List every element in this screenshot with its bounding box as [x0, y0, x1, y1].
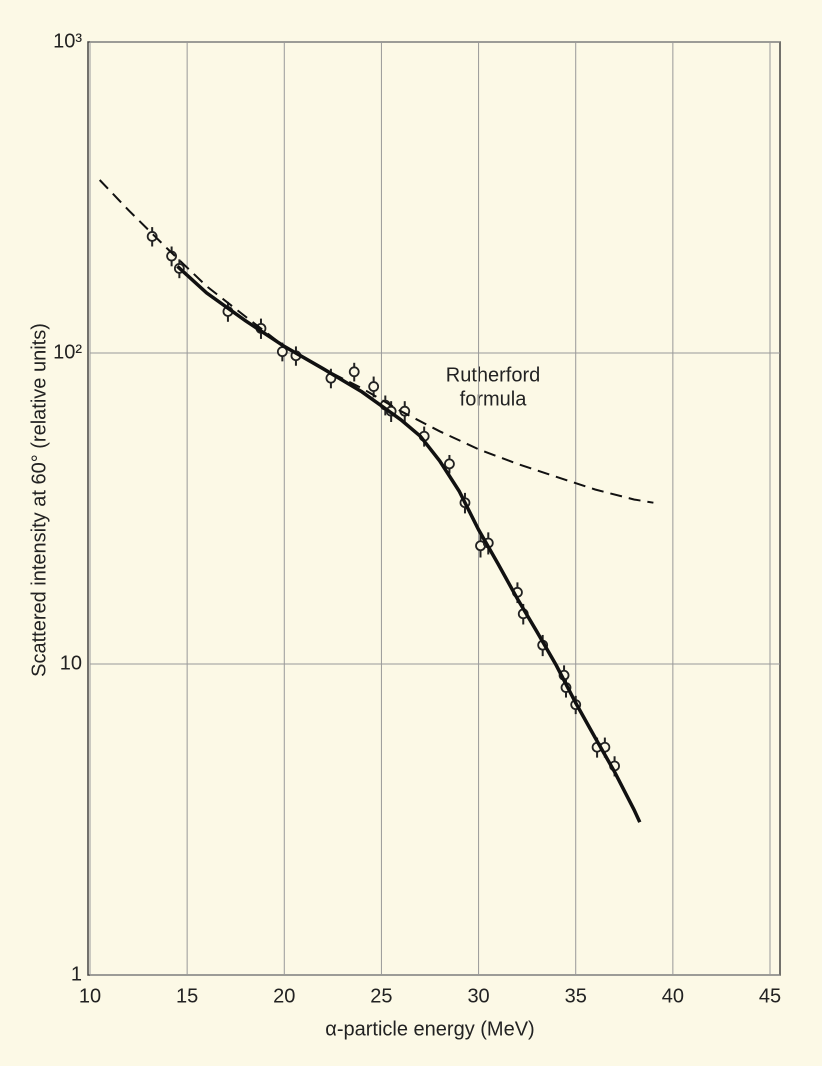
x-tick-label: 25: [370, 985, 392, 1007]
data-point: [368, 381, 380, 392]
y-tick-label: 1: [71, 963, 82, 985]
annotation: Rutherford: [446, 364, 541, 386]
x-tick-label: 15: [176, 985, 198, 1007]
data-point: [348, 366, 360, 378]
x-tick-label: 35: [565, 985, 587, 1007]
data-point: [146, 231, 158, 242]
y-axis-label: Scattered intensity at 60° (relative uni…: [28, 323, 50, 677]
x-tick-label: 45: [759, 985, 781, 1007]
y-tick-label: 10²: [53, 341, 82, 363]
x-tick-label: 30: [467, 985, 489, 1007]
data-point: [444, 458, 455, 470]
y-tick-label: 10³: [53, 30, 82, 52]
x-axis-label: α-particle energy (MeV): [325, 1018, 534, 1040]
annotation: formula: [460, 388, 528, 410]
x-tick-label: 20: [273, 985, 295, 1007]
y-tick-label: 10: [60, 652, 82, 674]
x-tick-label: 40: [662, 985, 684, 1007]
curve: [98, 179, 654, 504]
x-tick-label: 10: [79, 985, 101, 1007]
